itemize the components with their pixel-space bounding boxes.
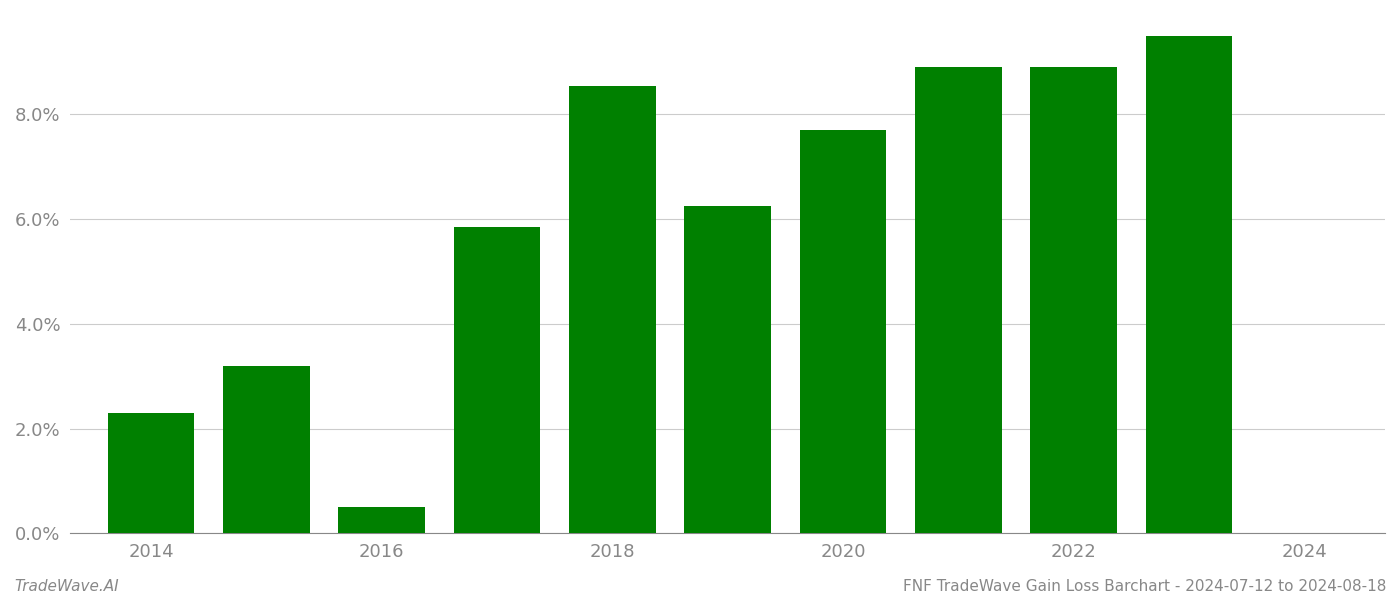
Bar [916,67,1001,533]
Bar [570,86,655,533]
Text: TradeWave.AI: TradeWave.AI [14,579,119,594]
Bar [454,227,540,533]
Text: FNF TradeWave Gain Loss Barchart - 2024-07-12 to 2024-08-18: FNF TradeWave Gain Loss Barchart - 2024-… [903,579,1386,594]
Bar [339,507,426,533]
Bar [108,413,195,533]
Bar [685,206,771,533]
Bar [799,130,886,533]
Bar [1145,36,1232,533]
Bar [1030,67,1117,533]
Bar [223,366,309,533]
